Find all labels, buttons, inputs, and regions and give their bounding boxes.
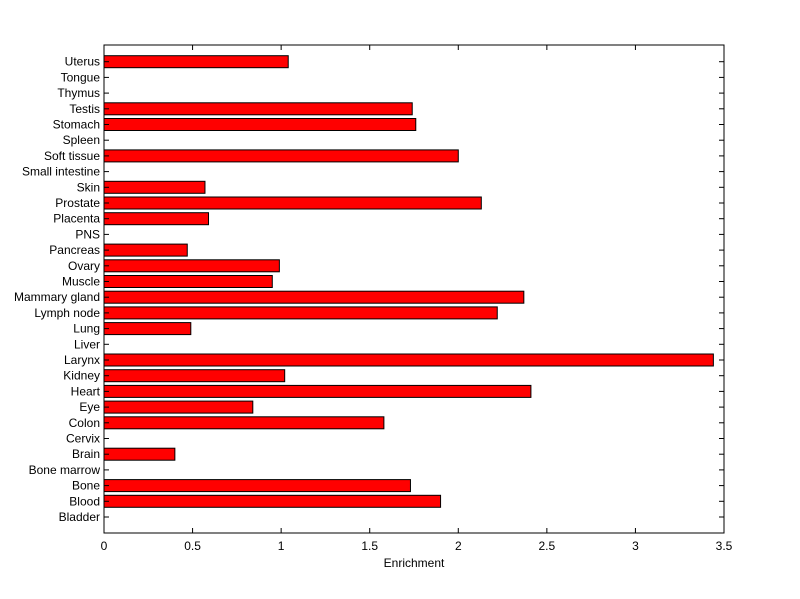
y-tick-label: Ovary	[68, 259, 100, 273]
x-tick-label: 3.5	[716, 539, 733, 553]
bar-blood	[103, 494, 442, 508]
x-tick-label: 0.5	[184, 539, 201, 553]
y-tick-label: Muscle	[62, 275, 100, 289]
y-tick-label: Bladder	[59, 510, 100, 524]
x-axis-label: Enrichment	[384, 556, 445, 570]
x-axis: 0 0.5 1 1.5 2 2.5 3 3.5	[101, 45, 733, 553]
y-tick-label: Uterus	[65, 55, 100, 69]
bar-ovary	[103, 259, 280, 273]
x-tick-label: 3	[632, 539, 639, 553]
bar-mammary-gland	[103, 290, 525, 304]
y-tick-label: Stomach	[53, 118, 100, 132]
bar-skin	[103, 180, 206, 194]
y-tick-label: Soft tissue	[44, 149, 100, 163]
y-tick-label: Mammary gland	[14, 290, 100, 304]
bar-soft-tissue	[103, 149, 459, 163]
y-tick-label: Small intestine	[22, 165, 100, 179]
bar-uterus	[103, 55, 289, 69]
bar-lymph-node	[103, 306, 498, 320]
bar-brain	[103, 447, 176, 461]
bar-placenta	[103, 212, 210, 226]
x-tick-label: 2	[455, 539, 462, 553]
y-tick-label: Colon	[69, 416, 100, 430]
bar-bone	[103, 479, 411, 493]
bar-muscle	[103, 275, 273, 288]
bar-pancreas	[103, 243, 188, 257]
y-tick-label: Brain	[72, 447, 100, 461]
y-tick-label: Larynx	[64, 353, 100, 367]
y-tick-label: Bone	[72, 479, 100, 493]
bar-larynx	[103, 353, 714, 367]
y-tick-label: Testis	[69, 102, 100, 116]
y-tick-label: Pancreas	[49, 243, 100, 257]
y-tick-label: Blood	[69, 494, 100, 508]
y-tick-label: Placenta	[53, 212, 100, 226]
y-tick-label: Heart	[71, 384, 101, 398]
x-tick-label: 1	[278, 539, 285, 553]
y-tick-label: Cervix	[66, 432, 100, 446]
y-tick-label: Skin	[77, 180, 100, 194]
y-tick-label: Liver	[74, 337, 100, 351]
y-tick-label: Eye	[79, 400, 100, 414]
bar-testis	[103, 102, 413, 116]
bar-lung	[103, 322, 192, 336]
y-tick-label: Thymus	[57, 86, 100, 100]
bar-eye	[103, 400, 254, 414]
y-tick-label: PNS	[75, 227, 100, 241]
y-tick-label: Kidney	[63, 369, 100, 383]
bars-group	[103, 55, 714, 508]
x-tick-label: 1.5	[361, 539, 378, 553]
y-tick-label: Bone marrow	[29, 463, 101, 477]
bar-colon	[103, 416, 385, 430]
bar-kidney	[103, 369, 286, 383]
x-tick-label: 0	[101, 539, 108, 553]
bar-prostate	[103, 196, 482, 210]
x-tick-label: 2.5	[539, 539, 556, 553]
y-tick-label: Prostate	[55, 196, 100, 210]
y-tick-label: Tongue	[61, 70, 101, 84]
y-tick-label: Lymph node	[34, 306, 100, 320]
y-tick-label: Lung	[73, 322, 100, 336]
bar-stomach	[103, 118, 417, 131]
bar-heart	[103, 384, 532, 398]
y-tick-label: Spleen	[63, 133, 100, 147]
